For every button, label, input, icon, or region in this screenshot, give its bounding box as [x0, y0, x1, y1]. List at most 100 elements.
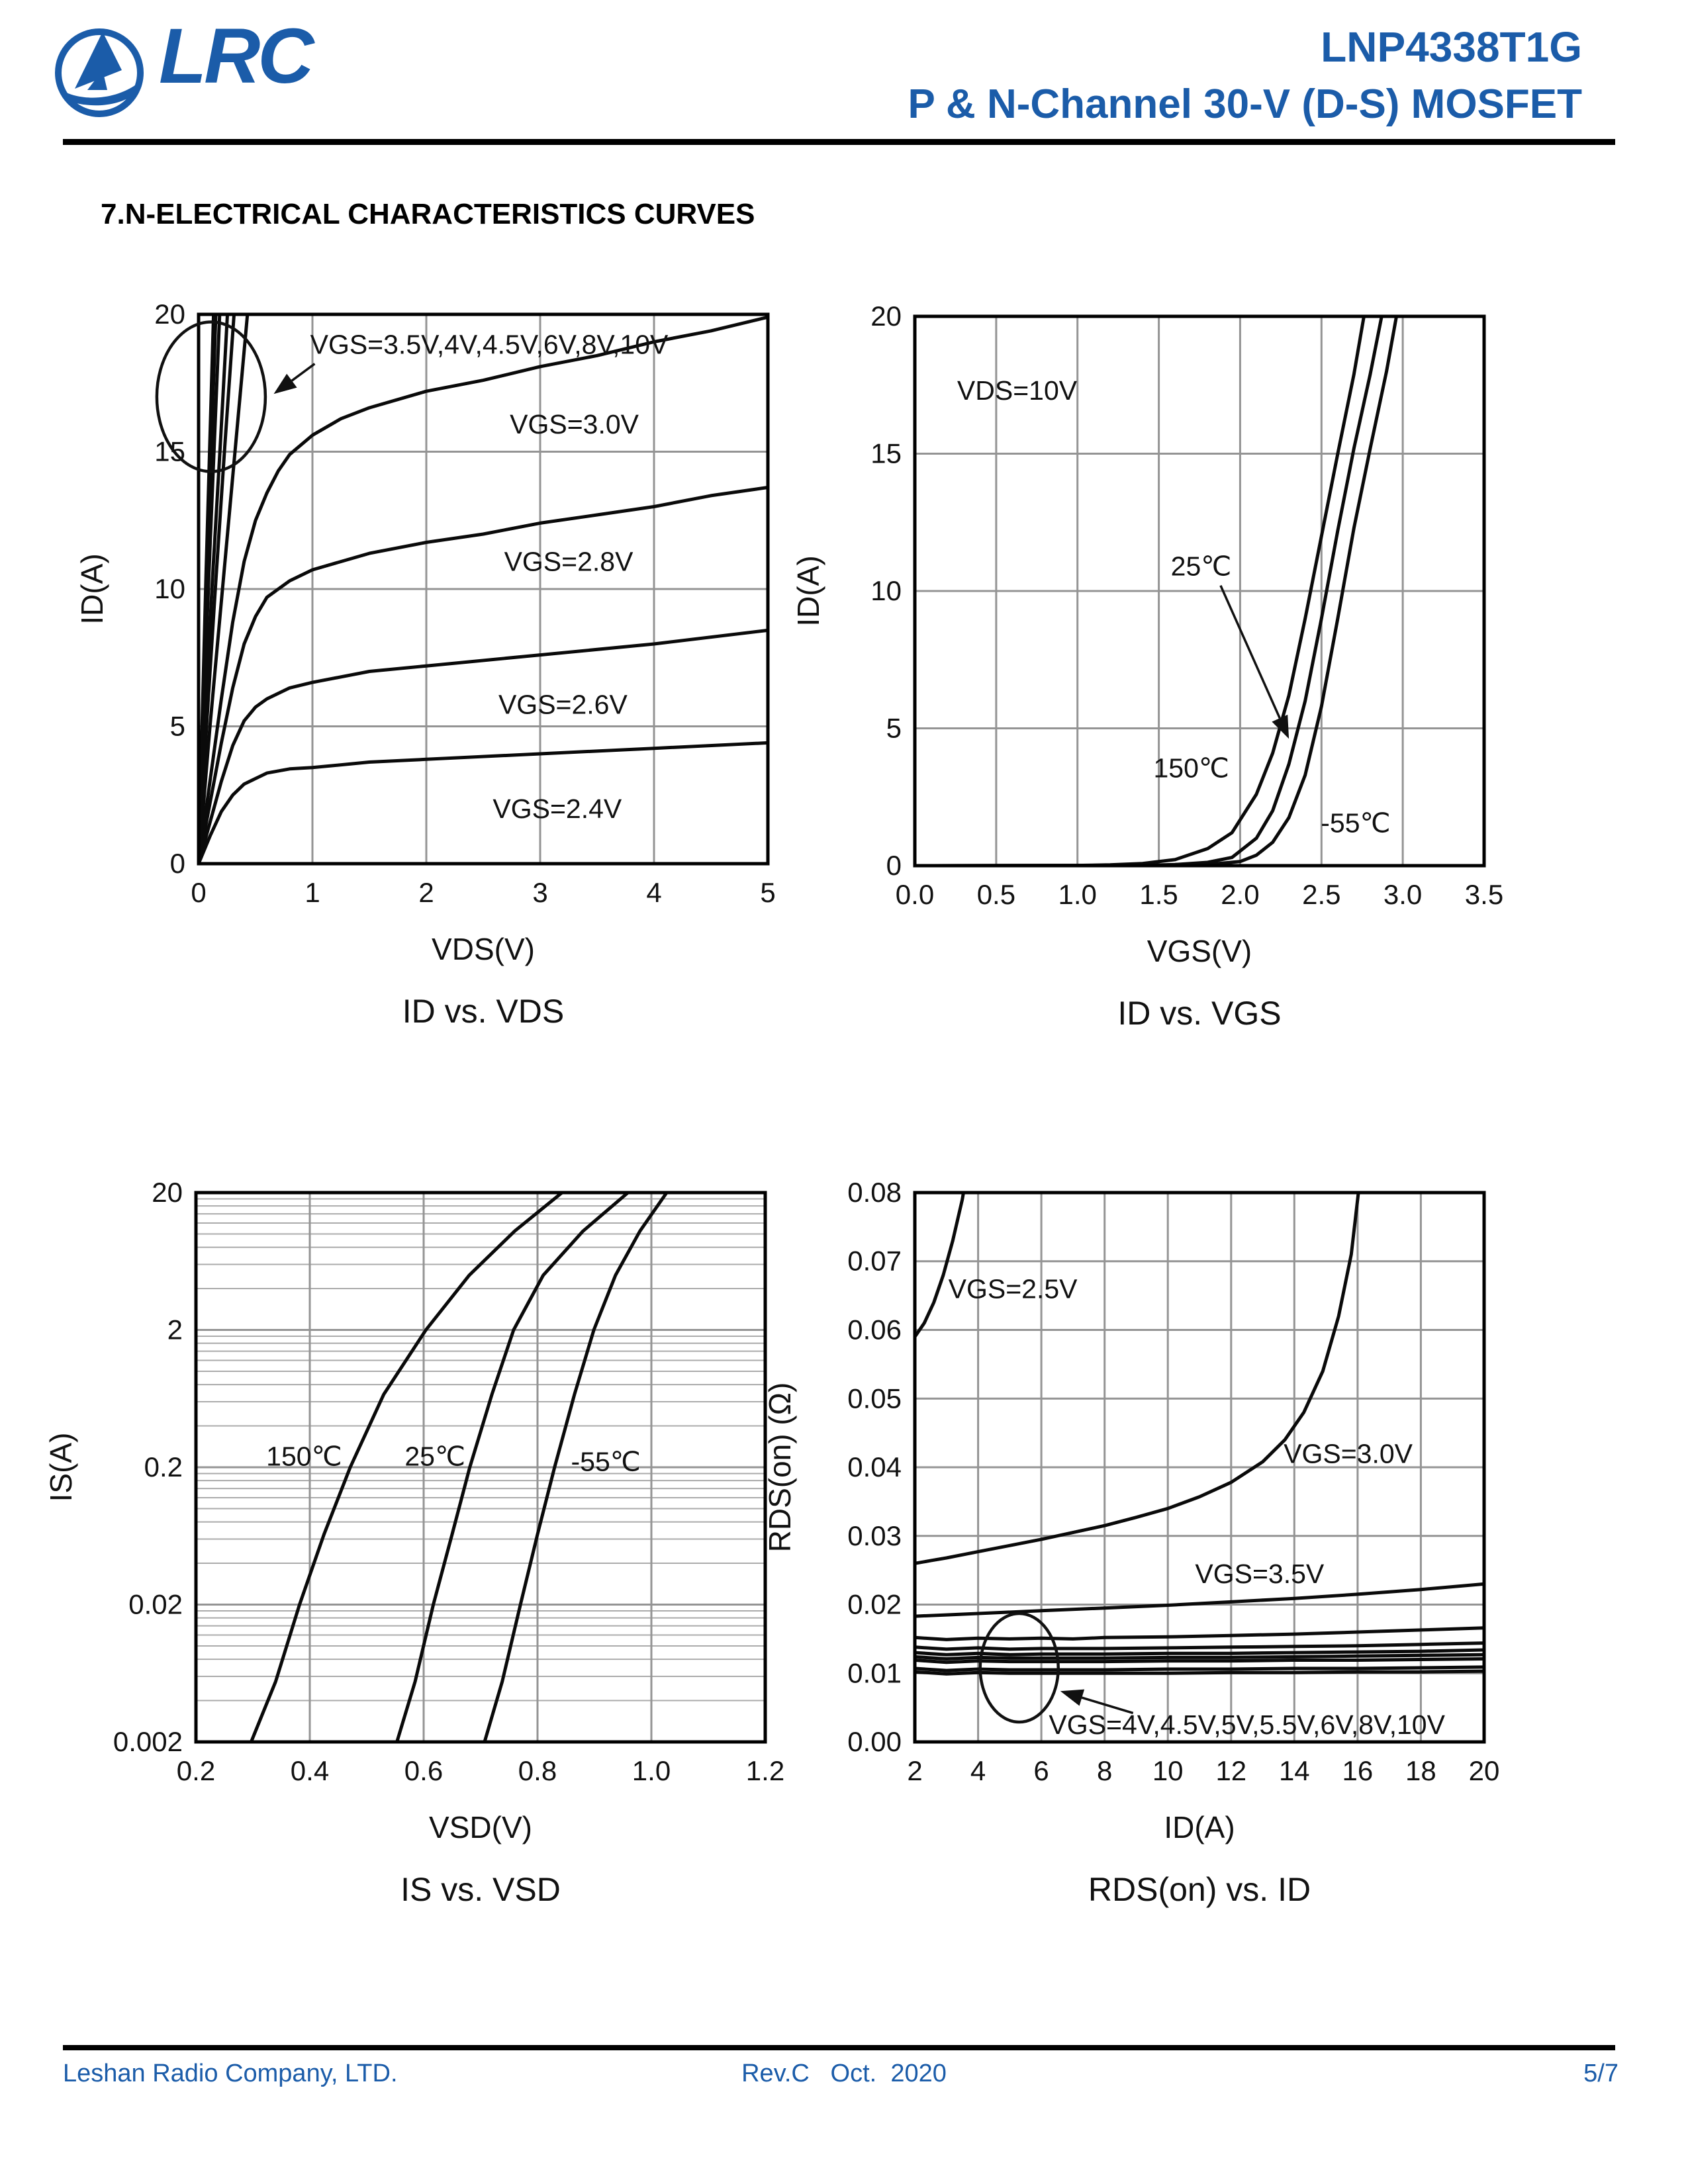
chart-rdson-vs-id: VGS=2.5V VGS=3.0V VGS=3.5V VGS=4V,4.5V,5V,5…: [749, 1140, 1577, 1954]
x-tick-label: 1.5: [1139, 879, 1178, 910]
annotation-arrow-line: [1219, 584, 1281, 719]
data-curves: [199, 314, 768, 864]
series-VGS=3.0V: [199, 315, 768, 864]
y-tick-label: 0: [170, 848, 185, 879]
series-VGS=2.4V: [199, 741, 768, 864]
annotation-arrow-head: [1060, 1689, 1085, 1706]
device-subtitle: P & N-Channel 30-V (D-S) MOSFET: [908, 81, 1583, 127]
y-tick-label: 0.01: [847, 1657, 902, 1688]
series-VGS=5V: [915, 1648, 1484, 1657]
y-tick-label: 0: [886, 850, 902, 881]
y-tick-label: 0.08: [847, 1177, 902, 1208]
x-tick-label: 16: [1342, 1755, 1374, 1786]
y-axis-label: RDS(on) (Ω): [763, 1383, 797, 1553]
plot-border: [913, 1191, 1486, 1744]
curve-label: -55℃: [1321, 807, 1390, 838]
annotation-arrow-line: [1081, 1696, 1134, 1715]
curve-label: VGS=2.8V: [504, 547, 634, 577]
data-curves: [915, 1193, 1484, 1676]
x-tick-label: 0.8: [518, 1755, 557, 1786]
y-tick-label: 0.02: [128, 1589, 183, 1620]
series-VGS=2.5V: [915, 1193, 966, 1339]
y-tick-label: 0.04: [847, 1451, 902, 1482]
x-tick-label: 3: [532, 877, 547, 908]
x-tick-label: 1.0: [1058, 879, 1097, 910]
tick-labels: 0 1 2 3 4 5 0 5 10 15 20: [154, 298, 775, 908]
x-tick-label: 0.6: [404, 1755, 443, 1786]
chart-is-vs-vsd: 150℃ 25℃ -55℃ 0.2 0.4 0.6 0.8 1.0 1.2 0.002 0.02 0…: [30, 1140, 858, 1954]
series-VGS=5.5V: [915, 1653, 1484, 1661]
lrc-logo-text: LRC: [159, 13, 314, 100]
y-tick-label: 0.07: [847, 1246, 902, 1277]
x-tick-label: 10: [1152, 1755, 1184, 1786]
y-tick-label: 5: [886, 713, 902, 744]
x-tick-label: 1: [305, 877, 320, 908]
y-axis-label: IS(A): [44, 1433, 78, 1502]
logo-hull-swoosh: [64, 83, 138, 106]
series-VGS=4V: [199, 314, 236, 864]
x-axis-label: VGS(V): [1147, 934, 1252, 968]
series-VGS=8V: [915, 1665, 1484, 1672]
tick-labels: 0.2 0.4 0.6 0.8 1.0 1.2 0.002 0.02 0.2 2 20: [113, 1177, 784, 1786]
curve-label: VGS=2.5V: [949, 1273, 1078, 1304]
x-tick-label: 1.2: [746, 1755, 784, 1786]
y-tick-label: 2: [167, 1314, 183, 1345]
y-tick-label: 0.2: [144, 1451, 183, 1482]
footer-company: Leshan Radio Company, LTD.: [63, 2060, 398, 2087]
series-VGS=4V: [915, 1626, 1484, 1641]
x-tick-label: 8: [1097, 1755, 1112, 1786]
x-tick-label: 2: [418, 877, 434, 908]
x-tick-label: 4: [970, 1755, 986, 1786]
lrc-logo-icon: [55, 28, 144, 117]
x-tick-label: 1.0: [632, 1755, 671, 1786]
annotation-ellipse: [155, 320, 267, 473]
x-tick-label: 14: [1279, 1755, 1310, 1786]
x-tick-label: 0.2: [177, 1755, 215, 1786]
chart-svg-id_vs_vds: VGS=3.5V,4V,4.5V,6V,8V,10V VGS=3.0V VGS=2.…: [75, 298, 776, 1030]
grid-minor-lines: [196, 1198, 765, 1702]
x-tick-label: 12: [1215, 1755, 1246, 1786]
series-VGS=4.5V: [915, 1641, 1484, 1651]
chart-id-vs-vds: VGS=3.5V,4V,4.5V,6V,8V,10V VGS=3.0V VGS=2.…: [33, 261, 861, 1075]
series-VGS=6V: [915, 1657, 1484, 1664]
y-tick-label: 20: [152, 1177, 183, 1208]
curve-label: 25℃: [404, 1441, 465, 1472]
y-axis-label: ID(A): [791, 555, 825, 626]
y-tick-label: 20: [870, 300, 902, 332]
x-tick-label: 5: [760, 877, 775, 908]
x-tick-label: 3.0: [1383, 879, 1422, 910]
section-title: 7.N-ELECTRICAL CHARACTERISTICS CURVES: [101, 197, 755, 230]
curve-label: VGS=3.5V,4V,4.5V,6V,8V,10V: [310, 330, 669, 360]
logo-sail-triangle: [75, 32, 122, 89]
x-tick-label: 2.5: [1302, 879, 1340, 910]
series-VGS=2.6V: [199, 628, 768, 864]
chart-title: ID vs. VDS: [402, 993, 564, 1030]
curve-label: VGS=3.0V: [510, 409, 639, 439]
chart-title: ID vs. VGS: [1117, 995, 1281, 1032]
x-tick-label: 4: [646, 877, 661, 908]
annotation-ellipse: [978, 1612, 1060, 1724]
y-tick-label: 0.06: [847, 1314, 902, 1345]
grid-lines: [915, 316, 1484, 866]
series-VGS=3.5V: [915, 1582, 1484, 1618]
footer-divider: [63, 2045, 1615, 2050]
annotations: [978, 1612, 1134, 1724]
y-tick-label: 0.002: [113, 1726, 183, 1757]
curve-label: 25℃: [1171, 551, 1232, 582]
y-tick-label: 10: [870, 575, 902, 606]
part-number: LNP4338T1G: [1321, 23, 1582, 71]
chart-svg-is_vs_vsd: 150℃ 25℃ -55℃ 0.2 0.4 0.6 0.8 1.0 1.20.0020.020…: [44, 1177, 784, 1908]
x-tick-label: 0: [191, 877, 206, 908]
y-tick-label: 0.00: [847, 1726, 902, 1757]
curve-label: -55℃: [571, 1446, 641, 1477]
logo-small-triangle: [87, 70, 107, 90]
logo-circle: [55, 28, 144, 117]
x-tick-label: 0.5: [977, 879, 1015, 910]
grid-lines: [199, 314, 768, 864]
curve-label: VGS=4V,4.5V,5V,5.5V,6V,8V,10V: [1049, 1709, 1445, 1740]
x-tick-label: 6: [1033, 1755, 1049, 1786]
series-VGS=3.5V: [199, 314, 250, 864]
curve-label: 150℃: [266, 1441, 342, 1472]
x-tick-label: 20: [1469, 1755, 1500, 1786]
